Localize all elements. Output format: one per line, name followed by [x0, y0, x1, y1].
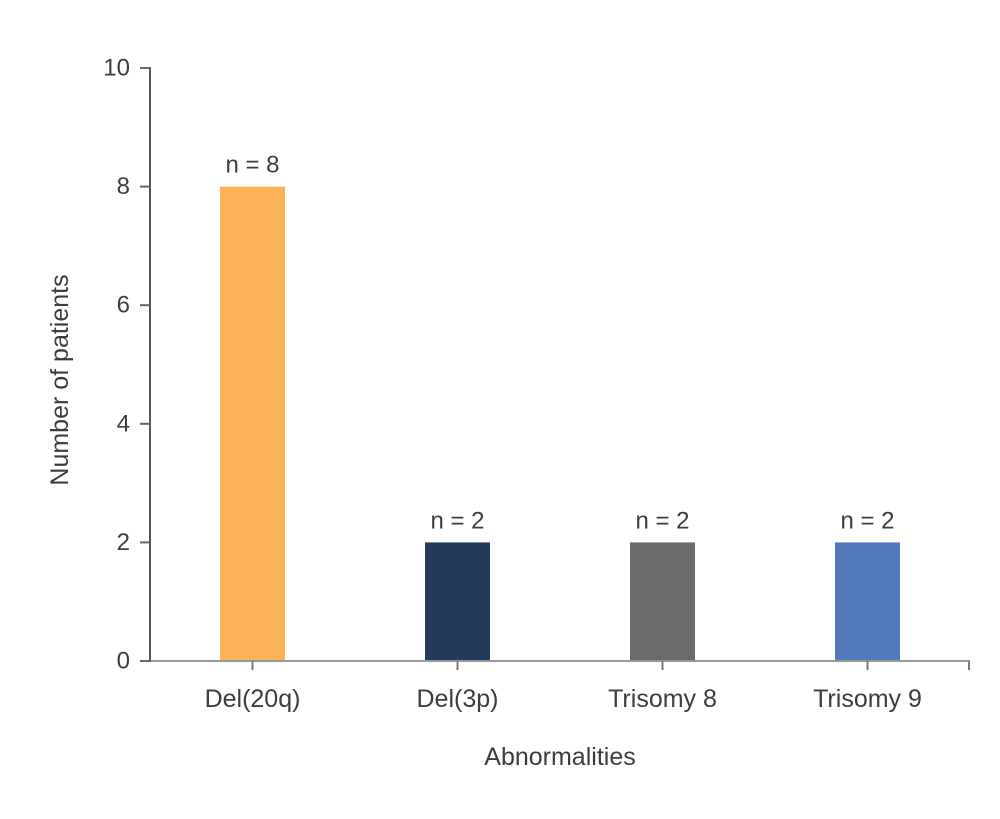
x-axis-title: Abnormalities [484, 743, 635, 771]
x-category-label: Del(3p) [417, 685, 499, 713]
bar [630, 542, 695, 660]
bar [835, 542, 900, 660]
bar-value-label: n = 8 [225, 152, 279, 179]
bar-value-label: n = 2 [840, 507, 894, 534]
bar-value-label: n = 2 [635, 507, 689, 534]
bar-value-label: n = 2 [430, 507, 484, 534]
y-tick-label: 10 [103, 55, 130, 82]
y-tick-label: 2 [117, 529, 130, 556]
x-category-label: Trisomy 9 [813, 685, 922, 713]
x-category-label: Trisomy 8 [608, 685, 717, 713]
y-tick-label: 6 [117, 292, 130, 319]
bar [425, 542, 490, 660]
y-tick-label: 4 [117, 410, 130, 437]
y-axis-title: Number of patients [46, 274, 74, 485]
y-tick-label: 0 [117, 648, 130, 675]
x-category-label: Del(20q) [205, 685, 301, 713]
chart-plot-area: 0 2 4 6 8 10 n = 8 Del(20q) n = 2 Del(3p) n = 2 Tri… [103, 55, 970, 713]
y-tick-label: 8 [117, 173, 130, 200]
bar [220, 186, 285, 660]
